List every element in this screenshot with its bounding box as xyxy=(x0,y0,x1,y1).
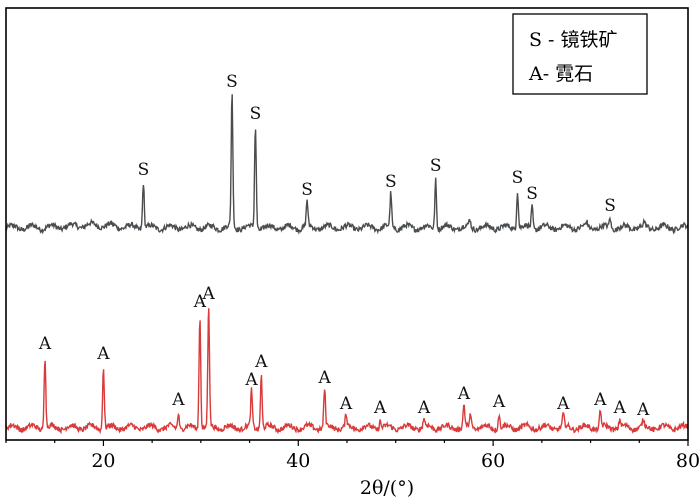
peak-label: A xyxy=(492,392,506,412)
x-tick-label: 60 xyxy=(481,450,505,472)
x-tick-label: 40 xyxy=(286,450,310,472)
peak-label: A xyxy=(317,368,331,388)
peak-label: A xyxy=(202,284,216,304)
peak-label: S xyxy=(250,104,262,124)
peak-label: A xyxy=(613,398,627,418)
x-tick-label: 80 xyxy=(676,450,700,472)
peak-label: A xyxy=(373,398,387,418)
series-line-aegirine xyxy=(5,308,689,435)
series-line-specularite xyxy=(5,94,689,235)
peak-label: A xyxy=(556,394,570,414)
peak-label: S xyxy=(138,160,150,180)
peak-label: S xyxy=(512,168,524,188)
peak-label: A xyxy=(593,390,607,410)
legend-entry-s: S - 镜铁矿 xyxy=(529,29,618,51)
peak-label: A xyxy=(417,398,431,418)
peak-label: A xyxy=(244,370,258,390)
axis-layer: 20 40 60 80 xyxy=(5,7,700,472)
peak-label: A xyxy=(457,384,471,404)
peak-label: S xyxy=(430,156,442,176)
legend-box xyxy=(512,13,648,95)
peak-label: A xyxy=(254,352,268,372)
peak-label: S xyxy=(526,184,538,204)
legend: S - 镜铁矿 A- 霓石 xyxy=(512,13,648,95)
peak-label: S xyxy=(385,172,397,192)
peak-label: A xyxy=(193,292,207,312)
peak-label: S xyxy=(226,72,238,92)
x-tick-label: 20 xyxy=(91,450,115,472)
peak-label: A xyxy=(339,394,353,414)
peak-label: S xyxy=(301,180,313,200)
peak-label: A xyxy=(38,334,52,354)
peak-label: A xyxy=(96,344,110,364)
peak-label: A xyxy=(636,400,650,420)
x-axis-label: 2θ/(°) xyxy=(360,477,414,499)
peak-label: A xyxy=(171,390,185,410)
series-layer xyxy=(5,94,689,435)
peak-label: S xyxy=(604,196,616,216)
legend-entry-a: A- 霓石 xyxy=(528,63,593,85)
